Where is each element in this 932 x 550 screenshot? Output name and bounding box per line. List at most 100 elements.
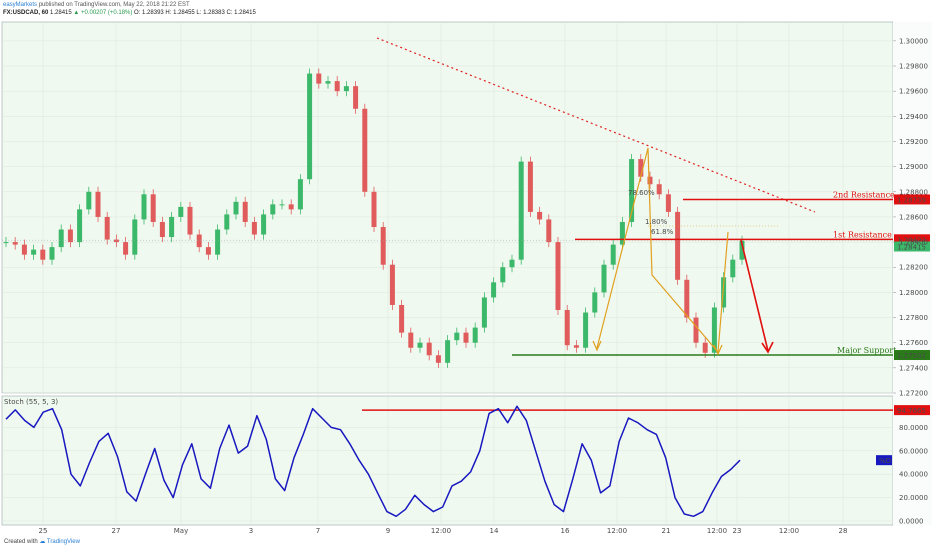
candle-body bbox=[353, 86, 359, 109]
candle-body bbox=[325, 81, 331, 84]
support-tag-bg bbox=[894, 350, 930, 361]
candle-body bbox=[454, 332, 460, 341]
candle-body bbox=[169, 216, 175, 238]
candle-body bbox=[500, 267, 506, 283]
candle-body bbox=[67, 229, 73, 243]
fib-label-618: 61.8% bbox=[651, 228, 674, 236]
footer: Created with ☁ TradingView bbox=[0, 538, 932, 550]
stoch-legend-label: %D bbox=[879, 457, 891, 465]
candle-body bbox=[463, 332, 469, 343]
tradingview-logo-icon: ☁ bbox=[39, 539, 46, 545]
price-change: ▲ +0.00207 (+0.18%) bbox=[73, 10, 133, 16]
candle-body bbox=[656, 184, 662, 195]
major-support-label: Major Support bbox=[837, 346, 897, 355]
published-text: published on TradingView.com, May 22, 20… bbox=[38, 2, 190, 8]
x-tick-label: 21 bbox=[662, 527, 671, 535]
candle-body bbox=[546, 219, 552, 243]
stoch-level-tag: 94.7665 bbox=[897, 407, 926, 415]
candle-body bbox=[196, 234, 202, 248]
x-tick-label: 25 bbox=[39, 527, 48, 535]
author-name[interactable]: easyMarkets bbox=[3, 2, 38, 8]
x-tick-label: 27 bbox=[112, 527, 121, 535]
candle-body bbox=[721, 277, 727, 308]
descending-trendline bbox=[376, 37, 816, 213]
candle-body bbox=[610, 244, 616, 265]
candle-body bbox=[555, 242, 561, 310]
candle-body bbox=[527, 161, 533, 212]
stoch-d-line bbox=[5, 405, 741, 518]
pattern-arrow-a bbox=[592, 340, 602, 352]
pattern-arrow-b bbox=[713, 344, 723, 356]
candle-body bbox=[693, 317, 699, 343]
y-tick-label: 1.28200 bbox=[899, 264, 928, 272]
candle-body bbox=[132, 219, 138, 255]
last-price-tag-bg bbox=[894, 241, 930, 252]
candle-body bbox=[77, 209, 83, 243]
candle-body bbox=[40, 249, 46, 260]
stoch-tick-label: 20.0000 bbox=[899, 494, 928, 502]
x-tick-label: 16 bbox=[561, 527, 570, 535]
candle-body bbox=[371, 191, 377, 227]
candle-body bbox=[445, 340, 451, 363]
x-tick-label: 7 bbox=[316, 527, 320, 535]
y-tick-label: 1.27600 bbox=[899, 339, 928, 347]
candle-body bbox=[178, 206, 184, 217]
candle-body bbox=[215, 229, 221, 255]
candle-body bbox=[288, 204, 294, 210]
first-resistance-tag: 1.28422 bbox=[897, 236, 926, 244]
x-tick-label: 28 bbox=[839, 527, 848, 535]
candle-body bbox=[159, 221, 165, 238]
candle-body bbox=[334, 81, 340, 92]
candle-body bbox=[224, 214, 230, 230]
y-tick-label: 1.29000 bbox=[899, 163, 928, 171]
y-tick-label: 1.27400 bbox=[899, 364, 928, 372]
second-resistance-label: 2nd Resistance bbox=[833, 190, 895, 199]
stoch-level-tag-bg bbox=[894, 405, 930, 416]
y-tick-label: 1.28600 bbox=[899, 213, 928, 221]
candle-body bbox=[711, 307, 717, 353]
y-tick-label: 1.29800 bbox=[899, 63, 928, 71]
candle-body bbox=[362, 108, 368, 192]
x-tick-label: 12:00 bbox=[707, 527, 727, 535]
candle-body bbox=[297, 179, 303, 210]
candle-body bbox=[12, 242, 18, 245]
fib-label-786: 78.60% bbox=[628, 189, 655, 197]
candle-body bbox=[251, 221, 257, 235]
candle-body bbox=[95, 191, 101, 217]
support-tag: 1.27502 bbox=[897, 352, 926, 360]
ohlc-values: O: 1.28393 H: 1.28455 L: 1.28383 C: 1.28… bbox=[134, 10, 256, 16]
candle-body bbox=[389, 264, 395, 305]
candle-body bbox=[270, 204, 276, 215]
candle-body bbox=[58, 229, 64, 248]
candle-body bbox=[380, 226, 386, 265]
candle-body bbox=[601, 264, 607, 293]
projection-arrow bbox=[740, 239, 769, 352]
candle-body bbox=[31, 249, 37, 255]
x-tick-label: 23 bbox=[733, 527, 742, 535]
y-tick-label: 1.29400 bbox=[899, 113, 928, 121]
first-resistance-tag-bg bbox=[894, 234, 930, 245]
candle-body bbox=[21, 244, 27, 255]
tradingview-link[interactable]: TradingView bbox=[46, 539, 80, 545]
pattern-legs bbox=[596, 147, 729, 354]
candle-body bbox=[518, 161, 524, 260]
candle-body bbox=[647, 176, 653, 185]
stoch-tick-label: 40.0000 bbox=[899, 471, 928, 479]
second-resistance-tag-bg bbox=[894, 194, 930, 205]
candle-body bbox=[316, 73, 322, 84]
candle-body bbox=[187, 206, 193, 235]
second-resistance-tag: 1.28739 bbox=[897, 196, 926, 204]
chart-area[interactable]: 2nd Resistance 1st Resistance Major Suppor… bbox=[0, 0, 932, 538]
stoch-legend-bg bbox=[876, 455, 892, 466]
last-price-tag: 1.28415 bbox=[897, 243, 926, 251]
candle-body bbox=[435, 355, 441, 363]
candle-body bbox=[665, 194, 671, 212]
candle-body bbox=[104, 216, 110, 240]
candle-body bbox=[675, 211, 681, 280]
candle-body bbox=[739, 240, 745, 260]
candle-body bbox=[684, 279, 690, 318]
candle-body bbox=[113, 239, 119, 243]
first-resistance-label: 1st Resistance bbox=[833, 230, 892, 239]
candle-body bbox=[307, 73, 313, 180]
candle-body bbox=[343, 86, 349, 92]
